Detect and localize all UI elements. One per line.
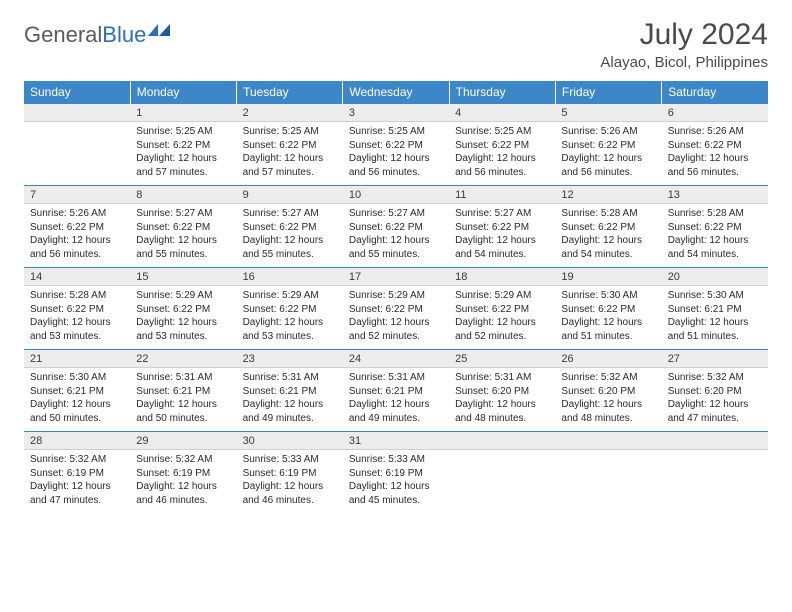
day-number: 21 — [24, 350, 130, 368]
day-number: 26 — [555, 350, 661, 368]
day-cell: Sunrise: 5:28 AMSunset: 6:22 PMDaylight:… — [555, 204, 661, 268]
day-cell: Sunrise: 5:29 AMSunset: 6:22 PMDaylight:… — [449, 286, 555, 350]
day-header: Thursday — [449, 81, 555, 104]
day-cell: Sunrise: 5:29 AMSunset: 6:22 PMDaylight:… — [130, 286, 236, 350]
day-cell: Sunrise: 5:31 AMSunset: 6:20 PMDaylight:… — [449, 368, 555, 432]
day-cell: Sunrise: 5:32 AMSunset: 6:20 PMDaylight:… — [555, 368, 661, 432]
day-header: Friday — [555, 81, 661, 104]
day-cell: Sunrise: 5:32 AMSunset: 6:19 PMDaylight:… — [130, 450, 236, 514]
day-cell: Sunrise: 5:27 AMSunset: 6:22 PMDaylight:… — [237, 204, 343, 268]
day-cell: Sunrise: 5:27 AMSunset: 6:22 PMDaylight:… — [343, 204, 449, 268]
day-content-row: Sunrise: 5:25 AMSunset: 6:22 PMDaylight:… — [24, 122, 768, 186]
day-cell: Sunrise: 5:28 AMSunset: 6:22 PMDaylight:… — [662, 204, 768, 268]
day-number: 14 — [24, 268, 130, 286]
day-cell — [449, 450, 555, 514]
day-content-row: Sunrise: 5:28 AMSunset: 6:22 PMDaylight:… — [24, 286, 768, 350]
day-cell: Sunrise: 5:25 AMSunset: 6:22 PMDaylight:… — [237, 122, 343, 186]
day-number: 22 — [130, 350, 236, 368]
day-number: 18 — [449, 268, 555, 286]
day-number-row: 28293031 — [24, 432, 768, 450]
day-cell: Sunrise: 5:27 AMSunset: 6:22 PMDaylight:… — [130, 204, 236, 268]
day-header: Saturday — [662, 81, 768, 104]
day-number: 1 — [130, 104, 236, 122]
day-number: 27 — [662, 350, 768, 368]
day-number: 12 — [555, 186, 661, 204]
logo-text-2: Blue — [102, 22, 146, 48]
day-number — [555, 432, 661, 450]
day-cell: Sunrise: 5:29 AMSunset: 6:22 PMDaylight:… — [343, 286, 449, 350]
day-number: 13 — [662, 186, 768, 204]
day-cell: Sunrise: 5:31 AMSunset: 6:21 PMDaylight:… — [130, 368, 236, 432]
day-cell: Sunrise: 5:33 AMSunset: 6:19 PMDaylight:… — [343, 450, 449, 514]
day-cell: Sunrise: 5:29 AMSunset: 6:22 PMDaylight:… — [237, 286, 343, 350]
day-cell: Sunrise: 5:30 AMSunset: 6:21 PMDaylight:… — [662, 286, 768, 350]
day-cell: Sunrise: 5:31 AMSunset: 6:21 PMDaylight:… — [343, 368, 449, 432]
calendar-table: SundayMondayTuesdayWednesdayThursdayFrid… — [24, 81, 768, 514]
day-cell: Sunrise: 5:25 AMSunset: 6:22 PMDaylight:… — [449, 122, 555, 186]
day-number: 28 — [24, 432, 130, 450]
day-cell: Sunrise: 5:32 AMSunset: 6:20 PMDaylight:… — [662, 368, 768, 432]
day-cell: Sunrise: 5:26 AMSunset: 6:22 PMDaylight:… — [555, 122, 661, 186]
day-number: 3 — [343, 104, 449, 122]
day-number: 8 — [130, 186, 236, 204]
day-number-row: 14151617181920 — [24, 268, 768, 286]
day-number-row: 123456 — [24, 104, 768, 122]
day-cell: Sunrise: 5:26 AMSunset: 6:22 PMDaylight:… — [24, 204, 130, 268]
day-number: 11 — [449, 186, 555, 204]
logo: GeneralBlue — [24, 22, 170, 48]
day-cell — [24, 122, 130, 186]
day-number: 4 — [449, 104, 555, 122]
day-cell: Sunrise: 5:32 AMSunset: 6:19 PMDaylight:… — [24, 450, 130, 514]
day-number: 19 — [555, 268, 661, 286]
day-header: Tuesday — [237, 81, 343, 104]
day-number: 10 — [343, 186, 449, 204]
day-number — [449, 432, 555, 450]
day-number — [24, 104, 130, 122]
location: Alayao, Bicol, Philippines — [600, 54, 768, 71]
day-number — [662, 432, 768, 450]
day-number: 15 — [130, 268, 236, 286]
day-header: Monday — [130, 81, 236, 104]
day-number: 25 — [449, 350, 555, 368]
day-header: Sunday — [24, 81, 130, 104]
day-number: 16 — [237, 268, 343, 286]
day-content-row: Sunrise: 5:26 AMSunset: 6:22 PMDaylight:… — [24, 204, 768, 268]
day-number: 9 — [237, 186, 343, 204]
logo-text-1: General — [24, 22, 102, 48]
day-number: 6 — [662, 104, 768, 122]
day-number-row: 78910111213 — [24, 186, 768, 204]
day-number: 24 — [343, 350, 449, 368]
month-title: July 2024 — [600, 18, 768, 52]
day-content-row: Sunrise: 5:30 AMSunset: 6:21 PMDaylight:… — [24, 368, 768, 432]
day-cell: Sunrise: 5:30 AMSunset: 6:22 PMDaylight:… — [555, 286, 661, 350]
day-number: 5 — [555, 104, 661, 122]
day-header: Wednesday — [343, 81, 449, 104]
day-cell — [662, 450, 768, 514]
day-number: 2 — [237, 104, 343, 122]
day-cell: Sunrise: 5:31 AMSunset: 6:21 PMDaylight:… — [237, 368, 343, 432]
title-block: July 2024 Alayao, Bicol, Philippines — [600, 18, 768, 71]
day-cell: Sunrise: 5:33 AMSunset: 6:19 PMDaylight:… — [237, 450, 343, 514]
day-number: 17 — [343, 268, 449, 286]
day-cell: Sunrise: 5:30 AMSunset: 6:21 PMDaylight:… — [24, 368, 130, 432]
day-cell: Sunrise: 5:26 AMSunset: 6:22 PMDaylight:… — [662, 122, 768, 186]
logo-icon — [148, 20, 170, 46]
header: GeneralBlue July 2024 Alayao, Bicol, Phi… — [24, 18, 768, 71]
day-number: 20 — [662, 268, 768, 286]
day-header-row: SundayMondayTuesdayWednesdayThursdayFrid… — [24, 81, 768, 104]
day-cell: Sunrise: 5:25 AMSunset: 6:22 PMDaylight:… — [130, 122, 236, 186]
day-number: 31 — [343, 432, 449, 450]
day-number: 30 — [237, 432, 343, 450]
day-cell: Sunrise: 5:28 AMSunset: 6:22 PMDaylight:… — [24, 286, 130, 350]
day-number: 29 — [130, 432, 236, 450]
day-cell — [555, 450, 661, 514]
day-number: 23 — [237, 350, 343, 368]
day-number-row: 21222324252627 — [24, 350, 768, 368]
day-number: 7 — [24, 186, 130, 204]
day-content-row: Sunrise: 5:32 AMSunset: 6:19 PMDaylight:… — [24, 450, 768, 514]
day-cell: Sunrise: 5:25 AMSunset: 6:22 PMDaylight:… — [343, 122, 449, 186]
day-cell: Sunrise: 5:27 AMSunset: 6:22 PMDaylight:… — [449, 204, 555, 268]
